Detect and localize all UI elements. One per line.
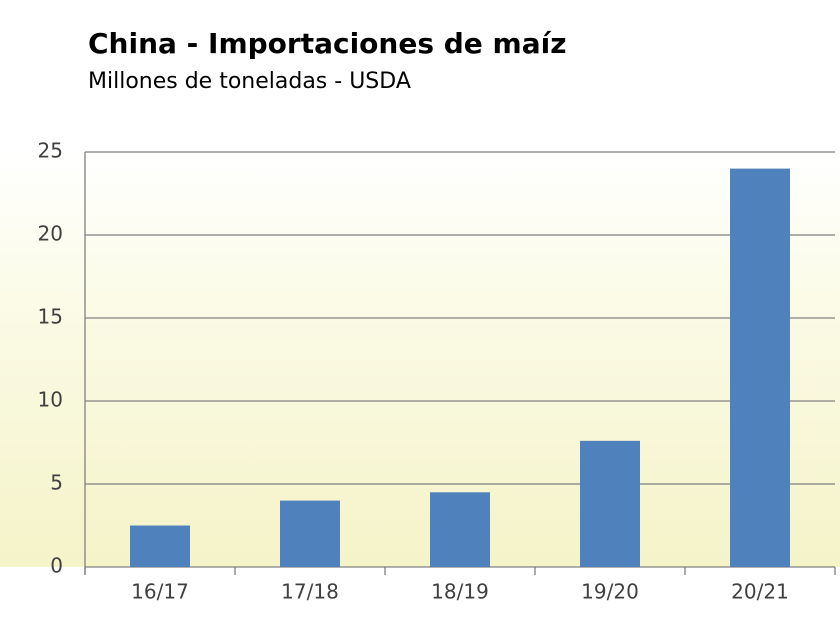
chart-title: China - Importaciones de maíz [88, 27, 567, 60]
bar [430, 492, 490, 567]
y-tick-label: 15 [38, 305, 63, 329]
x-tick-label: 17/18 [281, 580, 339, 604]
bar [580, 440, 640, 567]
y-tick-label: 5 [50, 471, 63, 495]
y-tick-label: 10 [38, 388, 63, 412]
y-tick-label: 20 [38, 222, 63, 246]
bar [280, 500, 340, 567]
bar [730, 168, 790, 567]
plot-background [0, 150, 840, 567]
x-tick-label: 16/17 [131, 580, 189, 604]
bar [130, 525, 190, 567]
chart-subtitle: Millones de toneladas - USDA [88, 69, 411, 94]
x-tick-label: 18/19 [431, 580, 489, 604]
y-tick-label: 25 [38, 139, 63, 163]
x-tick-label: 20/21 [731, 580, 789, 604]
y-tick-label: 0 [50, 554, 63, 578]
x-tick-label: 19/20 [581, 580, 639, 604]
